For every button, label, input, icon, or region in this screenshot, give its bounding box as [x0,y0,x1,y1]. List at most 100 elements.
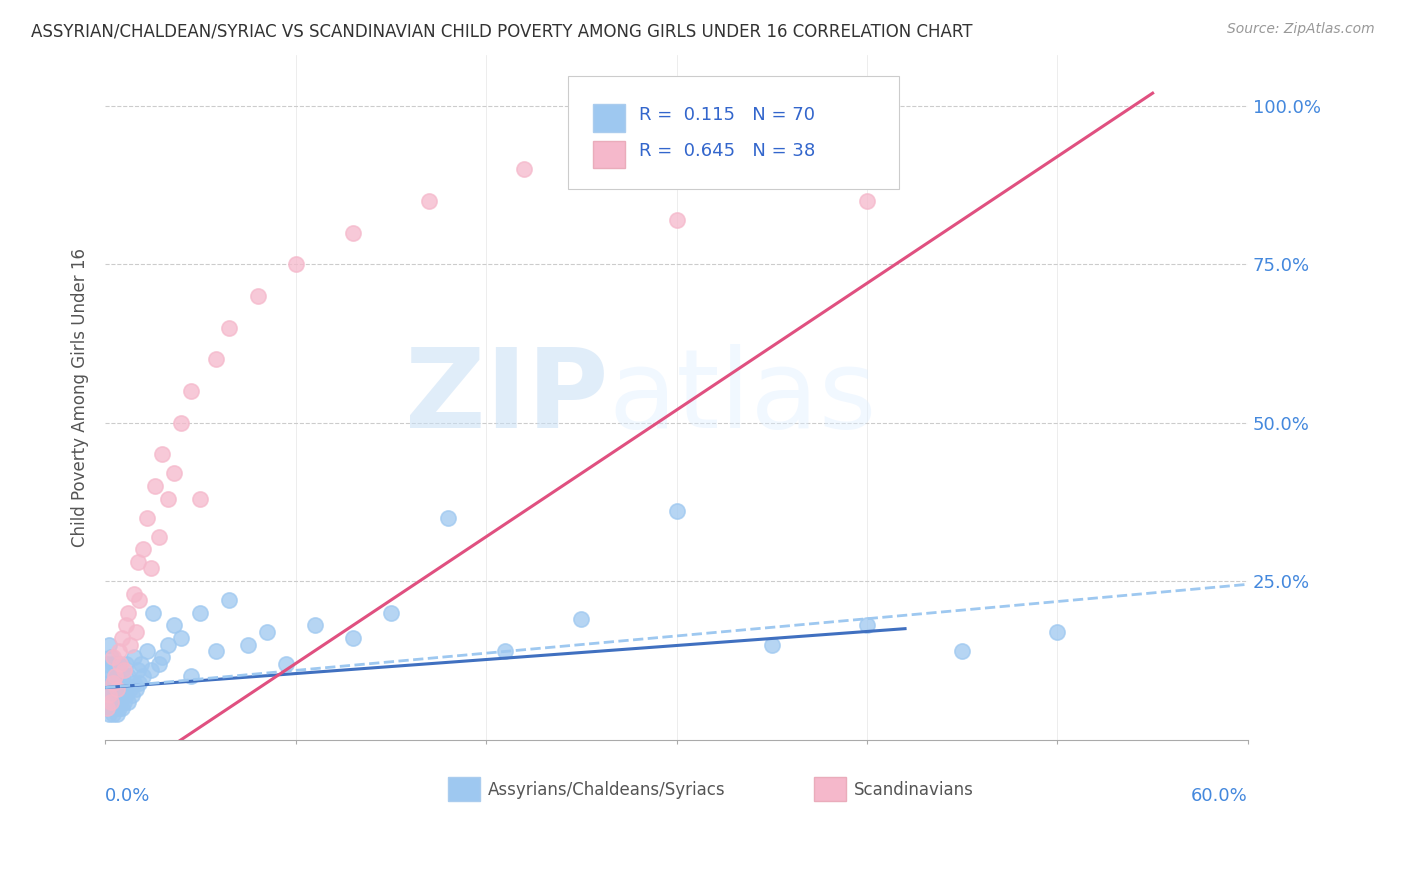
Point [236,638,259,652]
Point [125,624,148,639]
Point [104,701,127,715]
Point [342,226,364,240]
Point [180,669,202,683]
Point [111,701,134,715]
Point [117,669,139,683]
Point [101,675,124,690]
Point [121,688,143,702]
Point [107,657,129,671]
Point [107,644,129,658]
Point [96,701,118,715]
Text: Source: ZipAtlas.com: Source: ZipAtlas.com [1227,22,1375,37]
Text: R =  0.645   N = 38: R = 0.645 N = 38 [638,142,815,160]
Point [98,638,121,652]
Point [284,257,307,271]
Point [132,669,155,683]
Point [96,701,118,715]
Point [118,638,141,652]
Point [148,657,170,671]
Point [950,644,973,658]
Point [204,644,226,658]
Point [128,593,150,607]
Point [246,289,269,303]
Point [104,663,127,677]
Point [115,657,138,671]
Point [110,657,132,671]
Point [157,638,180,652]
Point [190,606,212,620]
Point [101,675,124,690]
Point [218,320,240,334]
Point [665,504,688,518]
Bar [814,777,845,801]
Point [125,681,148,696]
Point [117,606,139,620]
Point [569,612,592,626]
Point [127,555,149,569]
Point [122,650,145,665]
Point [100,650,122,665]
Point [437,510,460,524]
Point [111,631,134,645]
Point [665,213,688,227]
FancyBboxPatch shape [568,76,900,188]
Point [98,688,121,702]
Point [128,675,150,690]
Point [115,688,138,702]
Point [136,644,159,658]
Point [139,663,162,677]
Point [100,701,122,715]
Point [513,162,536,177]
Bar [449,777,479,801]
Point [111,669,134,683]
Point [104,681,127,696]
Text: ZIP: ZIP [405,343,607,450]
Point [148,530,170,544]
Point [112,663,135,677]
Point [96,681,118,696]
Point [101,650,124,665]
Point [98,707,121,722]
Point [100,669,122,683]
Point [380,606,402,620]
Point [256,624,278,639]
Point [117,694,139,708]
Text: R =  0.115   N = 70: R = 0.115 N = 70 [638,106,815,124]
Point [163,618,186,632]
Point [110,694,132,708]
Point [112,675,135,690]
Point [170,416,193,430]
Point [101,657,124,671]
Point [115,618,138,632]
Point [494,644,516,658]
Point [276,657,298,671]
Bar [593,141,626,168]
Y-axis label: Child Poverty Among Girls Under 16: Child Poverty Among Girls Under 16 [72,248,89,547]
Point [98,663,121,677]
Text: ASSYRIAN/CHALDEAN/SYRIAC VS SCANDINAVIAN CHILD POVERTY AMONG GIRLS UNDER 16 CORR: ASSYRIAN/CHALDEAN/SYRIAC VS SCANDINAVIAN… [31,22,973,40]
Point [112,694,135,708]
Text: 60.0%: 60.0% [1191,788,1249,805]
Point [150,650,173,665]
Point [418,194,440,208]
Point [105,707,128,722]
Point [118,681,141,696]
Point [143,479,166,493]
Text: atlas: atlas [607,343,876,450]
Point [190,491,212,506]
Point [110,675,132,690]
Point [100,688,122,702]
Point [136,510,159,524]
Point [105,669,128,683]
Point [132,542,155,557]
Point [342,631,364,645]
Point [218,593,240,607]
Point [101,688,124,702]
Point [180,384,202,398]
Point [761,638,783,652]
Text: Scandinavians: Scandinavians [853,780,973,798]
Point [101,707,124,722]
Bar [593,104,626,132]
Point [98,675,121,690]
Text: 0.0%: 0.0% [105,788,150,805]
